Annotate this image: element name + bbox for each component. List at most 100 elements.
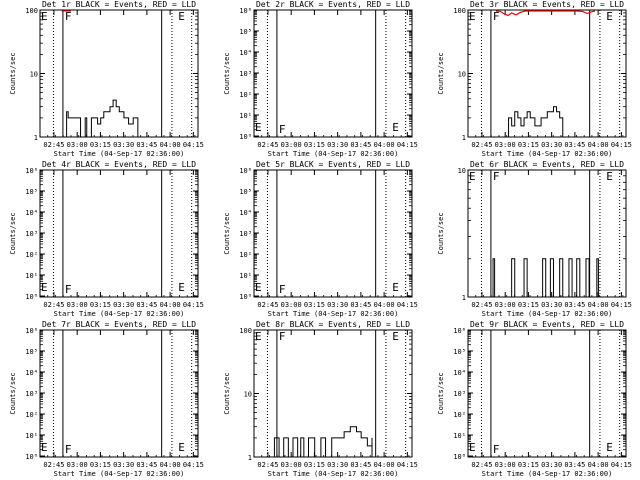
x-tick-label: 03:15 <box>304 141 325 149</box>
x-tick-label: 04:00 <box>160 301 181 309</box>
x-tick-label: 03:00 <box>495 301 516 309</box>
detector-panel-9: Det 9r BLACK = Events, RED = LLD 10⁰ 10¹ 10… <box>437 320 632 478</box>
y-tick-label: 10 <box>30 71 38 79</box>
x-tick-label: 03:15 <box>90 301 111 309</box>
x-tick-label: 03:30 <box>327 461 348 469</box>
x-tick-label: 03:00 <box>67 141 88 149</box>
x-axis-label: Start Time (04-Sep-17 02:36:00) <box>54 150 185 158</box>
x-axis-label: Start Time (04-Sep-17 02:36:00) <box>268 150 399 158</box>
y-tick-label: 10 <box>458 167 466 175</box>
flag-e-left: E <box>255 281 262 294</box>
x-tick-label: 02:45 <box>43 141 64 149</box>
x-tick-label: 03:00 <box>281 461 302 469</box>
x-tick-label: 04:15 <box>183 141 204 149</box>
x-axis-label: Start Time (04-Sep-17 02:36:00) <box>482 470 613 478</box>
x-tick-label: 03:15 <box>90 141 111 149</box>
y-axis-label: Counts/sec <box>223 212 231 254</box>
y-tick-label: 1 <box>248 454 252 462</box>
x-tick-label: 03:30 <box>113 461 134 469</box>
x-tick-label: 02:45 <box>471 301 492 309</box>
flag-e-left: E <box>469 10 476 23</box>
x-tick-label: 03:00 <box>67 461 88 469</box>
plot-frame <box>39 9 199 138</box>
x-tick-label: 04:00 <box>374 461 395 469</box>
y-tick-label: 10³ <box>25 390 38 398</box>
flag-e-right: E <box>178 281 185 294</box>
flag-f: F <box>493 170 500 183</box>
y-tick-label: 10¹ <box>25 272 38 280</box>
x-tick-label: 03:45 <box>350 461 371 469</box>
x-tick-label: 03:00 <box>281 141 302 149</box>
y-tick-label: 10¹ <box>453 432 466 440</box>
y-axis-label: Counts/sec <box>9 212 17 254</box>
y-tick-label: 10² <box>453 411 466 419</box>
y-tick-label: 100 <box>25 7 38 15</box>
y-tick-label: 10³ <box>239 70 252 78</box>
x-tick-label: 04:15 <box>397 461 418 469</box>
y-tick-label: 10⁰ <box>239 293 252 301</box>
y-tick-label: 10³ <box>239 230 252 238</box>
x-tick-label: 03:45 <box>350 141 371 149</box>
panel-title: Det 5r BLACK = Events, RED = LLD <box>256 160 410 169</box>
y-tick-label: 10⁰ <box>25 293 38 301</box>
panel-title: Det 9r BLACK = Events, RED = LLD <box>470 320 624 329</box>
x-tick-label: 04:00 <box>160 461 181 469</box>
panel-title: Det 8r BLACK = Events, RED = LLD <box>256 320 410 329</box>
x-tick-label: 03:00 <box>67 301 88 309</box>
flag-e-right: E <box>178 441 185 454</box>
flag-e-right: E <box>392 330 399 343</box>
flag-e-right: E <box>178 10 185 23</box>
y-tick-label: 10⁶ <box>239 7 252 15</box>
y-axis-label: Counts/sec <box>9 52 17 94</box>
x-tick-label: 03:45 <box>350 301 371 309</box>
x-tick-label: 04:00 <box>160 141 181 149</box>
y-tick-label: 10⁶ <box>239 167 252 175</box>
detector-panel-4: Det 4r BLACK = Events, RED = LLD 10⁰ 10¹ 10… <box>9 160 204 318</box>
y-tick-label: 10 <box>244 391 252 399</box>
x-tick-label: 03:15 <box>90 461 111 469</box>
y-tick-label: 10⁶ <box>453 327 466 335</box>
y-tick-label: 10¹ <box>239 272 252 280</box>
y-axis-label: Counts/sec <box>223 52 231 94</box>
detector-panel-8: Det 8r BLACK = Events, RED = LLD 1 10 100 Co… <box>223 320 418 478</box>
x-tick-label: 02:45 <box>43 301 64 309</box>
flag-f: F <box>65 10 72 23</box>
y-tick-label: 10⁵ <box>239 188 252 196</box>
y-tick-label: 10² <box>239 91 252 99</box>
y-tick-label: 100 <box>239 327 252 335</box>
flag-e-right: E <box>606 170 613 183</box>
flag-e-left: E <box>41 281 48 294</box>
y-tick-label: 10¹ <box>239 112 252 120</box>
y-tick-label: 10 <box>458 71 466 79</box>
detector-panel-1: Det 1r BLACK = Events, RED = LLD 1 10 100 Co… <box>9 0 204 158</box>
y-tick-label: 1 <box>34 134 38 142</box>
x-tick-label: 04:15 <box>397 301 418 309</box>
x-tick-label: 03:00 <box>495 141 516 149</box>
detector-panel-6: Det 6r BLACK = Events, RED = LLD 1 10 Count… <box>437 160 632 318</box>
y-tick-label: 10⁶ <box>25 167 38 175</box>
panel-title: Det 7r BLACK = Events, RED = LLD <box>42 320 196 329</box>
y-tick-label: 10⁵ <box>453 348 466 356</box>
flag-f: F <box>493 10 500 23</box>
y-tick-label: 100 <box>453 7 466 15</box>
x-tick-label: 04:00 <box>374 301 395 309</box>
events-series <box>508 106 564 137</box>
x-tick-label: 02:45 <box>471 461 492 469</box>
flag-f: F <box>65 283 72 296</box>
x-tick-label: 04:00 <box>588 301 609 309</box>
flag-e-left: E <box>469 441 476 454</box>
y-tick-label: 10⁴ <box>239 209 252 217</box>
lld-series <box>495 10 596 17</box>
y-tick-label: 10⁰ <box>239 133 252 141</box>
panel-title: Det 4r BLACK = Events, RED = LLD <box>42 160 196 169</box>
y-tick-label: 10¹ <box>25 432 38 440</box>
flag-e-right: E <box>392 281 399 294</box>
x-tick-label: 03:45 <box>564 301 585 309</box>
y-tick-label: 10⁴ <box>25 209 38 217</box>
plot-frame <box>467 329 627 458</box>
x-tick-label: 04:15 <box>183 461 204 469</box>
x-tick-label: 03:30 <box>113 141 134 149</box>
y-tick-label: 1 <box>462 134 466 142</box>
x-tick-label: 04:15 <box>183 301 204 309</box>
